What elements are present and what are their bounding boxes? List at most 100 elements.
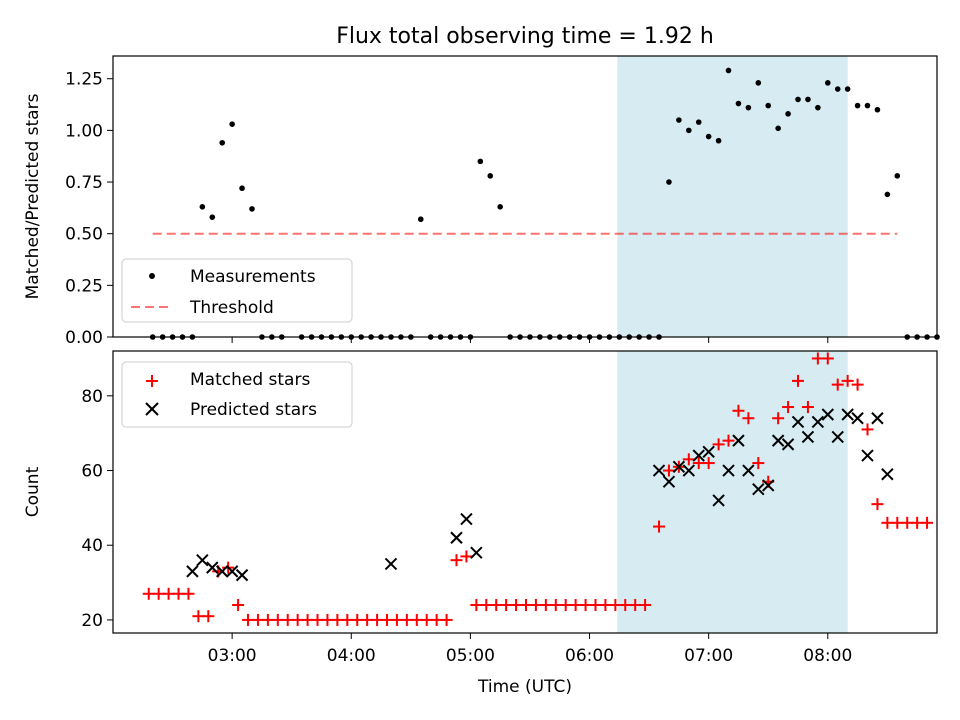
x-tick-label: 07:00 [684, 646, 733, 666]
matched-point [851, 378, 864, 391]
matched-point [712, 438, 725, 451]
measurement-point [795, 96, 801, 103]
matched-point [232, 598, 245, 611]
matched-legend-marker [146, 375, 158, 387]
predicted-point [831, 430, 844, 444]
measurement-point [497, 204, 503, 210]
matched-point [639, 598, 652, 611]
y-tick-label: 0.50 [65, 225, 103, 245]
legend-label: Threshold [189, 298, 274, 318]
predicted-point [672, 460, 686, 473]
y-tick-label: 60 [81, 462, 103, 482]
measurement-point [199, 204, 206, 210]
predicted-point [702, 445, 715, 459]
matched-point [653, 520, 666, 533]
chart-title: Flux total observing time = 1.92 h [336, 24, 714, 49]
measurement-point [219, 139, 226, 146]
predicted-point [682, 464, 696, 477]
y-axis-ticks: 20 40 60 80 [81, 387, 113, 631]
matched-point [182, 587, 195, 600]
measurement-point [715, 137, 722, 144]
predicted-point [871, 412, 884, 425]
plot-frame [112, 55, 938, 338]
legend: Matched stars Predicted stars [121, 361, 353, 428]
predicted-point [450, 531, 463, 544]
matched-point [841, 374, 854, 387]
matched-point [772, 412, 785, 425]
measurement-point [735, 100, 742, 107]
matched-point [742, 412, 755, 425]
predicted-point [652, 464, 666, 477]
highlight-span [617, 56, 848, 337]
measurement-point [775, 125, 781, 132]
matched-point [831, 378, 844, 391]
predicted-point [722, 464, 735, 477]
measurement-point [755, 80, 762, 86]
legend-label: Predicted stars [190, 400, 317, 420]
predicted-point [186, 565, 199, 578]
predicted-point [881, 468, 894, 481]
measurement-point [725, 67, 732, 74]
predicted-point [791, 415, 805, 429]
legend-label: Measurements [190, 267, 316, 287]
predicted-point [206, 561, 219, 574]
matched-point [450, 554, 463, 567]
predicted-point [821, 408, 835, 421]
x-axis-label: Time (UTC) [477, 677, 572, 697]
measurement-point [805, 96, 811, 103]
matched-point [662, 464, 675, 477]
predicted-point [752, 482, 765, 496]
legend-label: Matched stars [190, 370, 310, 390]
predicted-point [196, 553, 209, 567]
x-tick-label: 03:00 [208, 646, 257, 666]
measurement-legend-marker [149, 273, 155, 279]
matched-point [752, 457, 765, 470]
measurement-point [765, 102, 772, 109]
predicted-point [235, 568, 249, 582]
measurement-point [695, 119, 702, 125]
measurement-point [676, 117, 682, 123]
predicted-point [712, 494, 725, 507]
predicted-point [692, 449, 705, 462]
matched-point [722, 434, 735, 447]
matched-point [782, 401, 795, 414]
y-tick-label: 0.25 [65, 276, 103, 296]
measurement-point [487, 173, 494, 179]
predicted-point [384, 557, 398, 571]
legend: Measurements Threshold [121, 258, 353, 323]
x-tick-label: 04:00 [327, 646, 376, 666]
predicted-point [781, 438, 795, 451]
measurement-point [785, 111, 791, 117]
measurement-point [666, 179, 672, 185]
measurement-points [149, 67, 940, 340]
y-tick-label: 40 [81, 536, 103, 556]
y-tick-label: 1.25 [65, 70, 103, 90]
measurement-point [477, 158, 484, 165]
measurement-point [894, 173, 901, 179]
predicted-point [225, 565, 239, 578]
matched-point [861, 423, 874, 436]
highlight-span [617, 351, 848, 633]
measurement-point [686, 127, 692, 134]
matched-points [142, 352, 934, 626]
measurement-point [854, 102, 861, 109]
legend-box [121, 258, 353, 323]
predicted-point [460, 512, 473, 526]
predicted-legend-marker [145, 402, 159, 416]
measurement-point [834, 86, 841, 92]
y-tick-label: 20 [81, 611, 103, 631]
predicted-point [662, 475, 676, 488]
measurement-point [815, 104, 821, 111]
predicted-point [861, 449, 874, 462]
y-axis-ticks: 0.00 0.25 0.50 0.75 1.00 1.25 [65, 70, 113, 348]
x-tick-label: 08:00 [803, 646, 852, 666]
predicted-points [186, 408, 894, 582]
measurement-point [884, 191, 891, 198]
matched-point [460, 550, 473, 563]
matched-point [821, 352, 834, 365]
ratio-panel: 0.00 0.25 0.50 0.75 1.00 1.25 Matched/Predict… [23, 55, 940, 348]
measurement-point [229, 121, 235, 127]
matched-point [792, 374, 805, 387]
